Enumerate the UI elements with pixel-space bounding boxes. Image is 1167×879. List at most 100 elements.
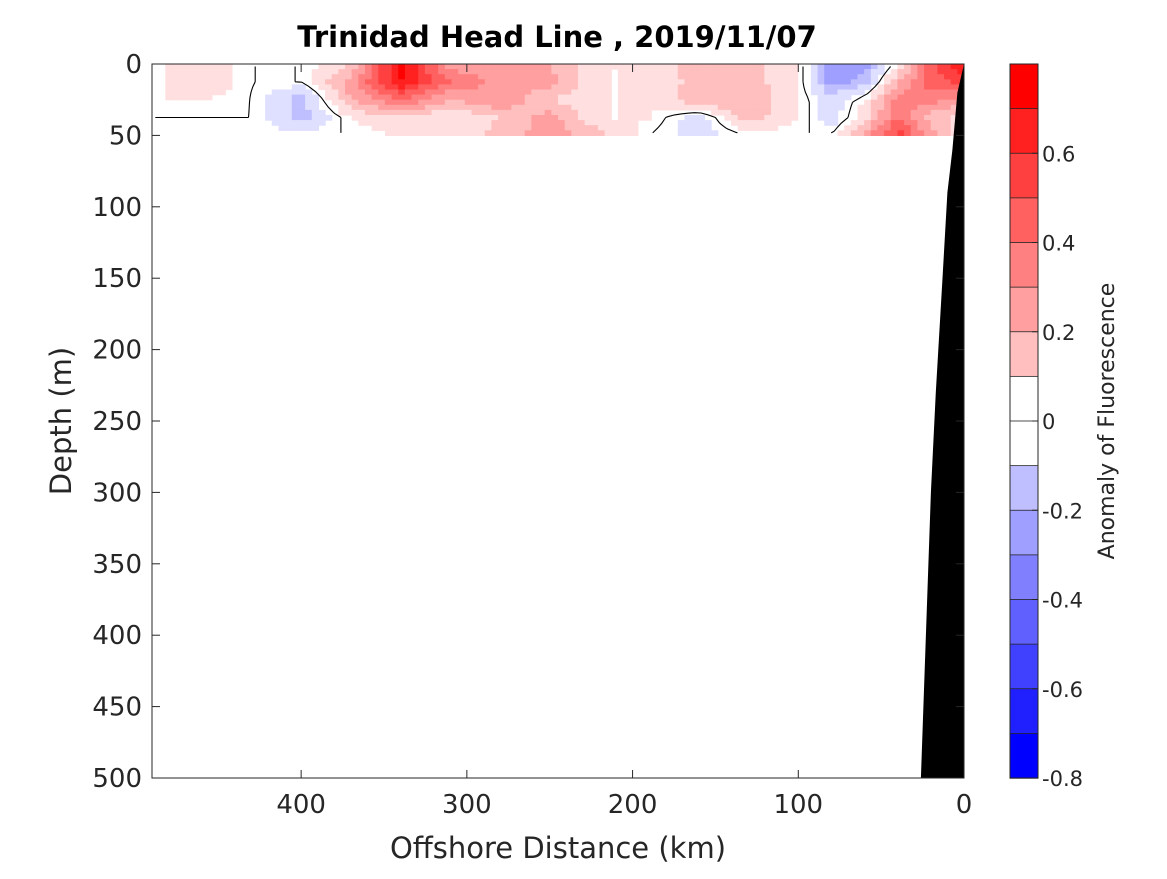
anomaly-cell — [904, 125, 912, 131]
anomaly-cell — [478, 94, 486, 101]
anomaly-cell — [504, 125, 513, 131]
anomaly-cell — [817, 69, 825, 75]
anomaly-cell — [531, 104, 539, 111]
anomaly-cell — [358, 99, 366, 106]
anomaly-cell — [478, 109, 486, 116]
anomaly-cell — [830, 99, 839, 106]
anomaly-cell — [731, 109, 739, 116]
anomaly-cell — [198, 94, 206, 101]
anomaly-cell — [218, 89, 226, 96]
anomaly-cell — [757, 109, 765, 116]
anomaly-cell — [917, 125, 925, 131]
anomaly-cell — [391, 130, 399, 136]
anomaly-cell — [498, 94, 506, 101]
anomaly-cell — [551, 99, 559, 106]
colorbar-tick-label: 0.4 — [1042, 232, 1075, 256]
anomaly-cell — [285, 115, 293, 121]
anomaly-cell — [930, 115, 938, 121]
colorbar-bin — [1009, 420, 1039, 467]
anomaly-cell — [644, 69, 652, 75]
anomaly-cell — [384, 115, 393, 121]
anomaly-cell — [311, 74, 319, 80]
anomaly-cell — [178, 69, 186, 75]
anomaly-cell — [684, 130, 692, 136]
anomaly-cell — [584, 104, 592, 111]
anomaly-cell — [464, 94, 473, 101]
anomaly-cell — [944, 94, 952, 101]
anomaly-cell — [604, 130, 612, 136]
anomaly-cell — [597, 74, 606, 80]
anomaly-cell — [571, 94, 579, 101]
anomaly-cell — [624, 115, 632, 121]
anomaly-cell — [298, 94, 306, 101]
anomaly-cell — [498, 84, 506, 91]
anomaly-cell — [770, 115, 779, 121]
anomaly-cell — [451, 120, 459, 126]
anomaly-cell — [438, 120, 446, 126]
y-tick-label: 50 — [109, 121, 142, 151]
anomaly-cell — [897, 84, 905, 91]
anomaly-cell — [897, 130, 905, 136]
anomaly-cell — [538, 125, 546, 131]
anomaly-cell — [484, 64, 493, 70]
anomaly-cell — [384, 109, 393, 116]
anomaly-cell — [185, 84, 193, 91]
colorbar-bin — [1009, 152, 1039, 199]
anomaly-cell — [431, 79, 439, 85]
anomaly-cell — [378, 115, 386, 121]
anomaly-cell — [817, 89, 825, 96]
anomaly-cell — [890, 89, 899, 96]
anomaly-cell — [558, 89, 566, 96]
anomaly-cell — [438, 104, 446, 111]
anomaly-cell — [431, 74, 439, 80]
anomaly-cell — [511, 94, 519, 101]
anomaly-cell — [737, 84, 745, 91]
anomaly-cell — [657, 74, 666, 80]
anomaly-cell — [325, 115, 333, 121]
anomaly-cell — [904, 69, 912, 75]
anomaly-cell — [444, 115, 453, 121]
anomaly-cell — [677, 130, 686, 136]
anomaly-cell — [671, 74, 679, 80]
anomaly-cell — [577, 84, 586, 91]
anomaly-cell — [544, 109, 552, 116]
anomaly-cell — [371, 79, 379, 85]
anomaly-cell — [691, 94, 699, 101]
anomaly-cell — [724, 109, 732, 116]
anomaly-cell — [318, 109, 326, 116]
anomaly-cell — [944, 69, 952, 75]
anomaly-cell — [298, 84, 306, 91]
anomaly-cell — [577, 104, 586, 111]
anomaly-cell — [345, 64, 353, 70]
anomaly-cell — [458, 104, 466, 111]
anomaly-cell — [611, 125, 619, 131]
anomaly-cell — [504, 115, 513, 121]
anomaly-cell — [305, 109, 313, 116]
anomaly-cell — [518, 74, 526, 80]
anomaly-cell — [577, 94, 586, 101]
anomaly-cell — [205, 89, 213, 96]
anomaly-cell — [944, 84, 952, 91]
anomaly-cell — [451, 84, 459, 91]
anomaly-cell — [857, 64, 865, 70]
anomaly-cell — [311, 94, 319, 101]
anomaly-cell — [904, 109, 912, 116]
anomaly-cell — [910, 120, 919, 126]
anomaly-cell — [211, 89, 220, 96]
anomaly-cell — [391, 125, 399, 131]
anomaly-cell — [850, 74, 859, 80]
anomaly-cell — [617, 84, 626, 91]
anomaly-cell — [311, 120, 319, 126]
anomaly-cell — [305, 99, 313, 106]
anomaly-cell — [757, 120, 765, 126]
anomaly-cell — [364, 89, 373, 96]
anomaly-cell — [717, 109, 725, 116]
anomaly-cell — [917, 115, 925, 121]
anomaly-cell — [830, 84, 839, 91]
anomaly-cell — [577, 79, 586, 85]
anomaly-cell — [524, 94, 532, 101]
anomaly-cell — [591, 79, 599, 85]
anomaly-cell — [937, 84, 945, 91]
anomaly-cell — [478, 104, 486, 111]
colorbar-bin — [1009, 286, 1039, 333]
